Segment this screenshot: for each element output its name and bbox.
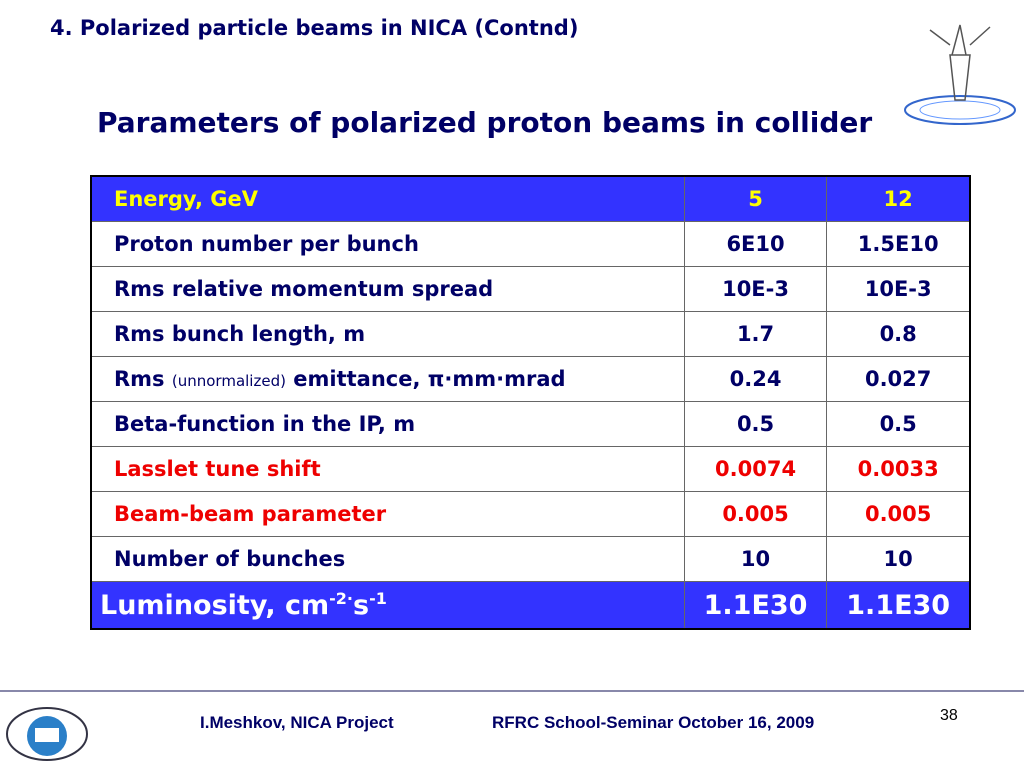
cell: 0.0033: [826, 446, 971, 492]
cell: Number of bunches: [90, 536, 685, 582]
table-row: Beam-beam parameter 0.005 0.005: [90, 491, 971, 537]
cell: Rms relative momentum spread: [90, 266, 685, 312]
text: s: [352, 590, 370, 621]
text: Luminosity, cm: [100, 590, 330, 621]
footer-event: RFRC School-Seminar October 16, 2009: [492, 713, 815, 732]
cell: Rms (unnormalized) emittance, π·mm·mrad: [90, 356, 685, 402]
cell: Beam-beam parameter: [90, 491, 685, 537]
cell: Rms bunch length, m: [90, 311, 685, 357]
footer-rule: [0, 690, 1024, 692]
cell: 10: [826, 536, 971, 582]
cell: 10E-3: [826, 266, 971, 312]
footer-author: I.Meshkov, NICA Project: [200, 713, 394, 732]
cell: 12: [826, 175, 971, 222]
cell: 0.24: [683, 356, 828, 402]
table-row: Rms (unnormalized) emittance, π·mm·mrad 0…: [90, 356, 971, 402]
cell: Lasslet tune shift: [90, 446, 685, 492]
slide-subtitle: Parameters of polarized proton beams in …: [97, 106, 873, 139]
jinr-logo: [6, 707, 88, 761]
cell: 0.5: [826, 401, 971, 447]
cell: 0.005: [826, 491, 971, 537]
cell: Beta-function in the IP, m: [90, 401, 685, 447]
table-row: Lasslet tune shift 0.0074 0.0033: [90, 446, 971, 492]
table-row: Proton number per bunch 6E10 1.5E10: [90, 221, 971, 267]
parameter-table: Energy, GeV 5 12 Proton number per bunch 6E…: [90, 175, 971, 630]
text: Rms: [114, 367, 165, 391]
cell: 1.7: [683, 311, 828, 357]
table-row: Luminosity, cm-2·s-1 1.1E30 1.1E30: [90, 581, 971, 630]
text: (unnormalized): [171, 372, 286, 390]
cell: 10: [683, 536, 828, 582]
cell: 0.027: [826, 356, 971, 402]
page-number: 38: [940, 707, 958, 724]
cell: 5: [683, 175, 828, 222]
table-row: Rms bunch length, m 1.7 0.8: [90, 311, 971, 357]
cell: 1.1E30: [683, 581, 828, 630]
cell: 0.005: [683, 491, 828, 537]
table-row: Beta-function in the IP, m 0.5 0.5: [90, 401, 971, 447]
cell: 1.1E30: [826, 581, 971, 630]
superscript: -1: [369, 589, 387, 608]
text: emittance, π·mm·mrad: [293, 367, 566, 391]
cell: 0.0074: [683, 446, 828, 492]
table-row: Energy, GeV 5 12: [90, 175, 971, 222]
nica-logo: [904, 24, 1016, 125]
cell: Energy, GeV: [90, 175, 685, 222]
slide-title: 4. Polarized particle beams in NICA (Con…: [50, 16, 579, 40]
table-row: Rms relative momentum spread 10E-3 10E-3: [90, 266, 971, 312]
cell: 10E-3: [683, 266, 828, 312]
superscript: -2·: [329, 589, 353, 608]
cell: 1.5E10: [826, 221, 971, 267]
cell: Luminosity, cm-2·s-1: [90, 581, 685, 630]
table-row: Number of bunches 10 10: [90, 536, 971, 582]
cell: 0.5: [683, 401, 828, 447]
cell: 6E10: [683, 221, 828, 267]
cell: 0.8: [826, 311, 971, 357]
cell: Proton number per bunch: [90, 221, 685, 267]
